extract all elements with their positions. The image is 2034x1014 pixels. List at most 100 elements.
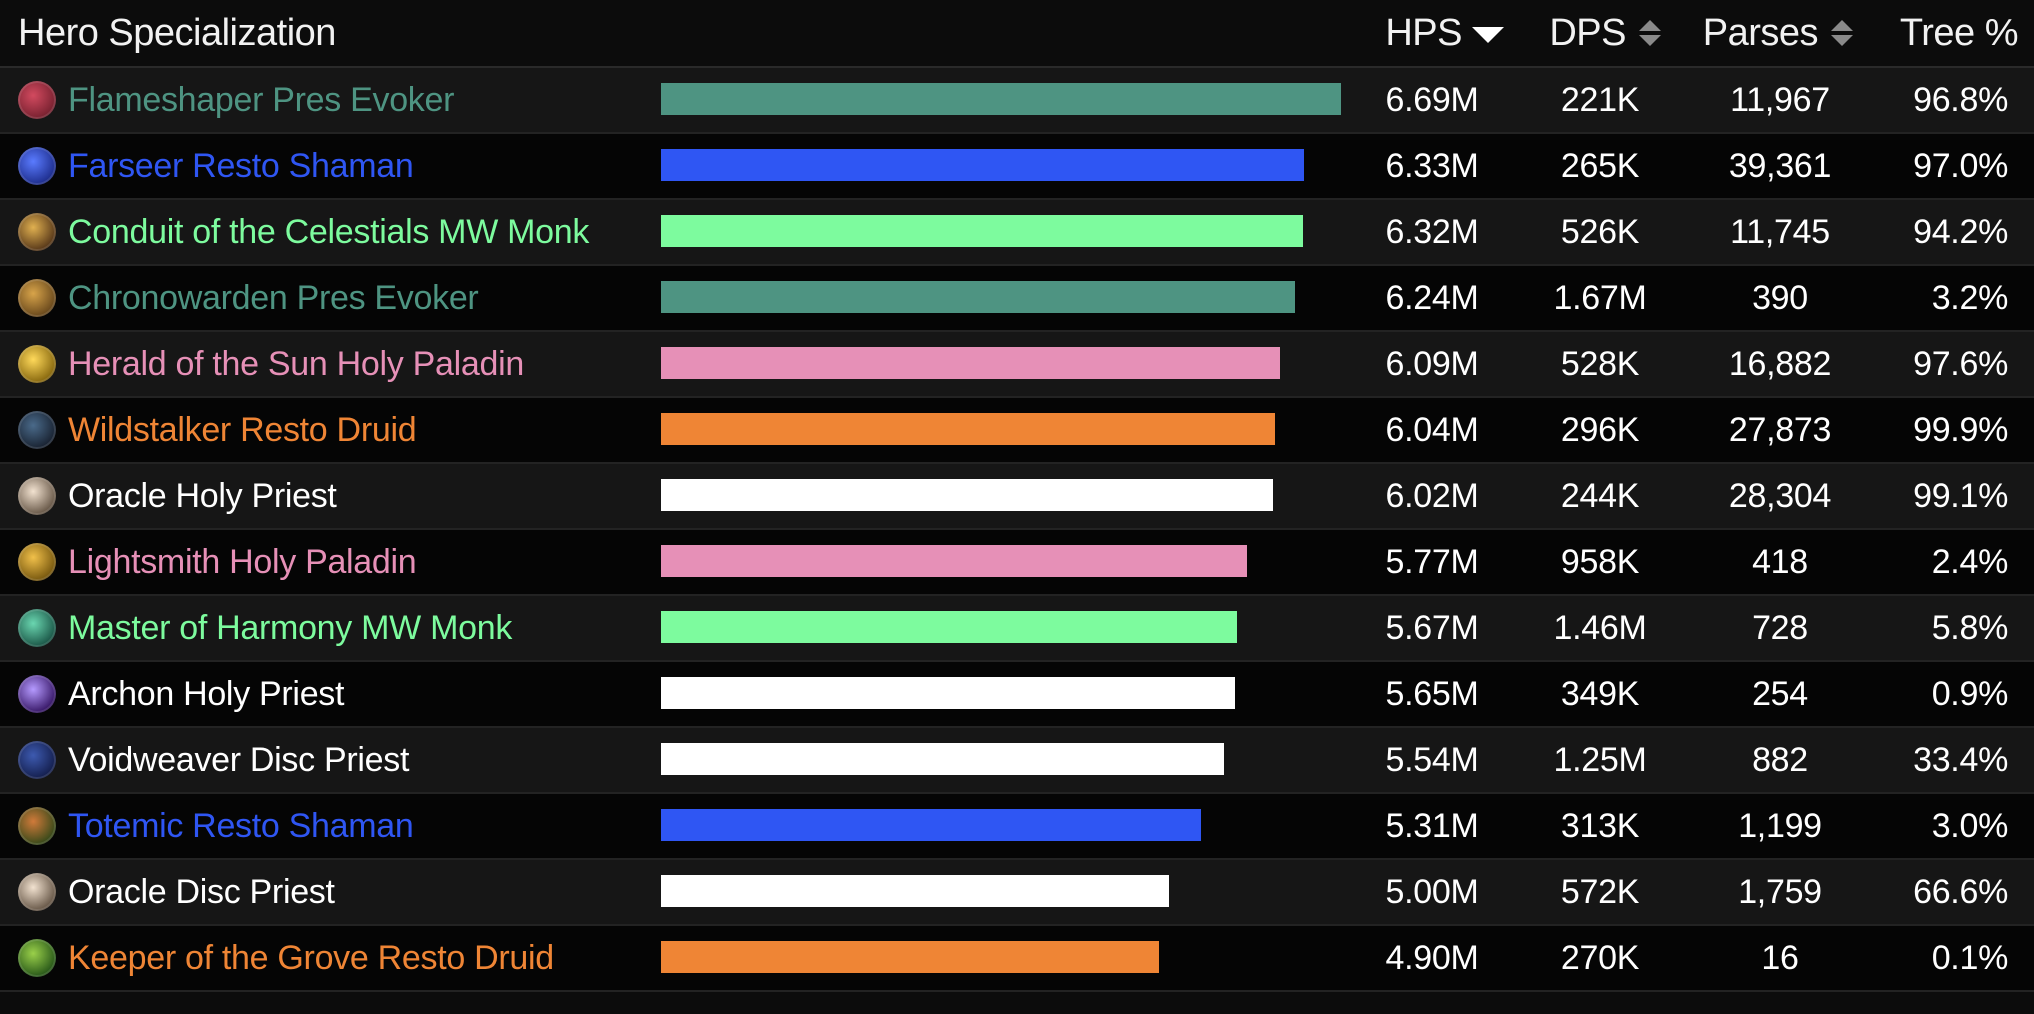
- header-hps-label: HPS: [1385, 11, 1462, 54]
- spec-name[interactable]: Flameshaper Pres Evoker: [68, 80, 455, 119]
- spec-name[interactable]: Archon Holy Priest: [68, 674, 345, 713]
- table-row[interactable]: Lightsmith Holy Paladin 5.77M 958K 418 2.4%: [0, 530, 2034, 596]
- header-parses-label: Parses: [1702, 11, 1819, 54]
- header-tree-percent[interactable]: Tree %: [1899, 11, 2019, 54]
- parses-value: 28,304: [1728, 476, 1832, 515]
- archon-icon: [18, 675, 56, 713]
- hps-bar: [661, 677, 1235, 709]
- hps-bar: [661, 83, 1341, 115]
- oracle-icon: [18, 477, 56, 515]
- tree-percent-value: 0.1%: [1931, 938, 2009, 977]
- tree-percent-value: 94.2%: [1913, 212, 2008, 251]
- spec-name[interactable]: Oracle Disc Priest: [68, 872, 335, 911]
- hps-value: 4.90M: [1385, 938, 1479, 977]
- spec-name[interactable]: Conduit of the Celestials MW Monk: [68, 212, 590, 251]
- table-row[interactable]: Wildstalker Resto Druid 6.04M 296K 27,873 99…: [0, 398, 2034, 464]
- hps-bar: [661, 215, 1303, 247]
- hps-value: 6.04M: [1385, 410, 1479, 449]
- oracle-icon: [18, 873, 56, 911]
- hps-bar: [661, 611, 1237, 643]
- table-row[interactable]: Totemic Resto Shaman 5.31M 313K 1,199 3.0%: [0, 794, 2034, 860]
- dps-value: 572K: [1560, 872, 1640, 911]
- spec-name[interactable]: Wildstalker Resto Druid: [68, 410, 417, 449]
- spec-name[interactable]: Farseer Resto Shaman: [68, 146, 414, 185]
- dps-value: 221K: [1560, 80, 1640, 119]
- table-row[interactable]: Oracle Holy Priest 6.02M 244K 28,304 99.1%: [0, 464, 2034, 530]
- dps-value: 526K: [1560, 212, 1640, 251]
- hps-value: 5.00M: [1385, 872, 1479, 911]
- totemic-icon: [18, 807, 56, 845]
- spec-name[interactable]: Oracle Holy Priest: [68, 476, 337, 515]
- table-header: Hero Specialization HPS DPS Parses Tree …: [0, 0, 2034, 68]
- hps-value: 6.02M: [1385, 476, 1479, 515]
- hps-value: 5.77M: [1385, 542, 1479, 581]
- flameshaper-icon: [18, 81, 56, 119]
- herald-icon: [18, 345, 56, 383]
- tree-percent-value: 3.2%: [1931, 278, 2009, 317]
- spec-name[interactable]: Lightsmith Holy Paladin: [68, 542, 417, 581]
- voidweaver-icon: [18, 741, 56, 779]
- table-row[interactable]: Keeper of the Grove Resto Druid 4.90M 270K…: [0, 926, 2034, 992]
- spec-name[interactable]: Master of Harmony MW Monk: [68, 608, 513, 647]
- table-row[interactable]: Voidweaver Disc Priest 5.54M 1.25M 882 33.4%: [0, 728, 2034, 794]
- conduit-icon: [18, 213, 56, 251]
- dps-value: 265K: [1560, 146, 1640, 185]
- keeper-of-the-grove-icon: [18, 939, 56, 977]
- farseer-icon: [18, 147, 56, 185]
- parses-value: 728: [1752, 608, 1808, 647]
- sort-descending-icon[interactable]: [1472, 18, 1504, 48]
- dps-value: 244K: [1560, 476, 1640, 515]
- tree-percent-value: 3.0%: [1931, 806, 2009, 845]
- parses-value: 16: [1761, 938, 1799, 977]
- table-row[interactable]: Chronowarden Pres Evoker 6.24M 1.67M 390 3.2…: [0, 266, 2034, 332]
- spec-name[interactable]: Voidweaver Disc Priest: [68, 740, 410, 779]
- chronowarden-icon: [18, 279, 56, 317]
- master-of-harmony-icon: [18, 609, 56, 647]
- tree-percent-value: 99.1%: [1913, 476, 2008, 515]
- tree-percent-value: 96.8%: [1913, 80, 2008, 119]
- dps-value: 296K: [1560, 410, 1640, 449]
- spec-name[interactable]: Keeper of the Grove Resto Druid: [68, 938, 554, 977]
- sort-unsorted-icon[interactable]: [1828, 18, 1854, 48]
- hps-bar: [661, 545, 1247, 577]
- parses-value: 16,882: [1728, 344, 1832, 383]
- header-dps[interactable]: DPS: [1520, 0, 1662, 66]
- spec-name[interactable]: Chronowarden Pres Evoker: [68, 278, 479, 317]
- table-row[interactable]: Flameshaper Pres Evoker 6.69M 221K 11,967 96…: [0, 68, 2034, 134]
- table-row[interactable]: Conduit of the Celestials MW Monk 6.32M 52…: [0, 200, 2034, 266]
- hps-value: 5.65M: [1385, 674, 1479, 713]
- table-row[interactable]: Archon Holy Priest 5.65M 349K 254 0.9%: [0, 662, 2034, 728]
- lightsmith-icon: [18, 543, 56, 581]
- spec-name[interactable]: Herald of the Sun Holy Paladin: [68, 344, 524, 383]
- table-row[interactable]: Oracle Disc Priest 5.00M 572K 1,759 66.6%: [0, 860, 2034, 926]
- tree-percent-value: 97.6%: [1913, 344, 2008, 383]
- tree-percent-value: 33.4%: [1913, 740, 2008, 779]
- dps-value: 313K: [1560, 806, 1640, 845]
- table-row[interactable]: Herald of the Sun Holy Paladin 6.09M 528K 1…: [0, 332, 2034, 398]
- dps-value: 1.25M: [1553, 740, 1647, 779]
- parses-value: 1,759: [1738, 872, 1822, 911]
- parses-value: 11,967: [1730, 80, 1830, 119]
- hps-value: 6.33M: [1385, 146, 1479, 185]
- spec-name[interactable]: Totemic Resto Shaman: [68, 806, 414, 845]
- parses-value: 11,745: [1730, 212, 1830, 251]
- dps-value: 349K: [1560, 674, 1640, 713]
- wildstalker-icon: [18, 411, 56, 449]
- hps-bar: [661, 809, 1201, 841]
- sort-unsorted-icon[interactable]: [1636, 18, 1662, 48]
- table-row[interactable]: Farseer Resto Shaman 6.33M 265K 39,361 97.0%: [0, 134, 2034, 200]
- hps-value: 6.09M: [1385, 344, 1479, 383]
- hps-value: 6.24M: [1385, 278, 1479, 317]
- hps-value: 5.31M: [1385, 806, 1479, 845]
- hps-bar: [661, 413, 1275, 445]
- header-dps-label: DPS: [1549, 11, 1626, 54]
- tree-percent-value: 66.6%: [1913, 872, 2008, 911]
- header-parses[interactable]: Parses: [1690, 0, 1854, 66]
- tree-percent-value: 0.9%: [1931, 674, 2009, 713]
- table-row[interactable]: Master of Harmony MW Monk 5.67M 1.46M 728 5.…: [0, 596, 2034, 662]
- hps-bar: [661, 875, 1169, 907]
- header-hps[interactable]: HPS: [1336, 0, 1504, 66]
- header-hero-specialization[interactable]: Hero Specialization: [18, 11, 336, 54]
- parses-value: 882: [1752, 740, 1808, 779]
